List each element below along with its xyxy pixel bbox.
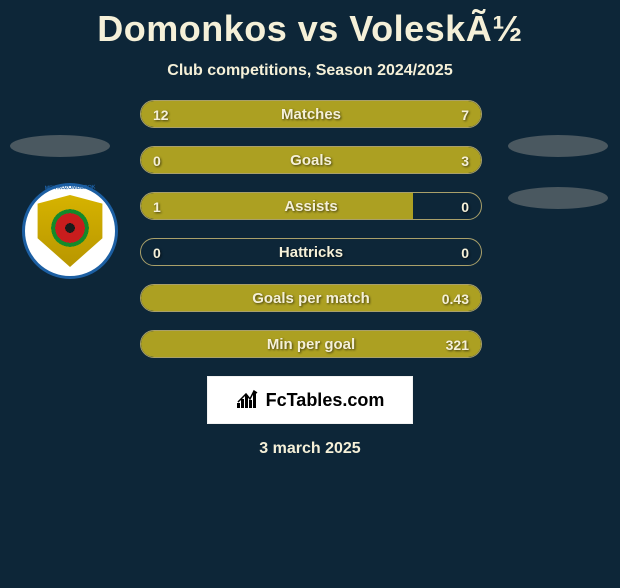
stat-label: Goals [141, 147, 481, 174]
stat-row: Goals per match0.43 [140, 284, 482, 312]
stat-row: Min per goal321 [140, 330, 482, 358]
right-team-ellipse2-icon [508, 187, 608, 209]
stat-row: Goals0 3 [140, 146, 482, 174]
left-team-ellipse-icon [10, 135, 110, 157]
stat-right-value: 7 [461, 101, 469, 128]
stat-left-value: 12 [153, 101, 169, 128]
stats-container: Matches127Goals03Assists10Hattricks00Goa… [140, 100, 482, 358]
stat-row: Matches12 7 [140, 100, 482, 128]
stat-right-value: 0 [461, 239, 469, 266]
page-subtitle: Club competitions, Season 2024/2025 [0, 62, 620, 80]
stat-left-value: 1 [153, 193, 161, 220]
stat-right-value: 0.43 [442, 285, 469, 312]
stat-left-value: 0 [153, 239, 161, 266]
stat-label: Min per goal [141, 331, 481, 358]
bar-chart-icon [236, 389, 260, 411]
brand-text: FcTables.com [266, 390, 385, 411]
club-badge-text: MFK RUŽOMBEROK [25, 184, 115, 192]
stat-label: Assists [141, 193, 481, 220]
stat-right-value: 3 [461, 147, 469, 174]
stat-left-value: 0 [153, 147, 161, 174]
right-team-ellipse-icon [508, 135, 608, 157]
stat-label: Matches [141, 101, 481, 128]
club-badge: MFK RUŽOMBEROK [22, 183, 118, 279]
stat-right-value: 321 [446, 331, 469, 358]
stat-right-value: 0 [461, 193, 469, 220]
stat-row: Assists1 0 [140, 192, 482, 220]
brand-logo[interactable]: FcTables.com [207, 376, 413, 424]
rose-icon [51, 209, 89, 247]
page-title: Domonkos vs VoleskÃ½ [0, 8, 620, 50]
stat-label: Goals per match [141, 285, 481, 312]
stat-label: Hattricks [141, 239, 481, 266]
stat-row: Hattricks0 0 [140, 238, 482, 266]
footer-date: 3 march 2025 [0, 440, 620, 458]
